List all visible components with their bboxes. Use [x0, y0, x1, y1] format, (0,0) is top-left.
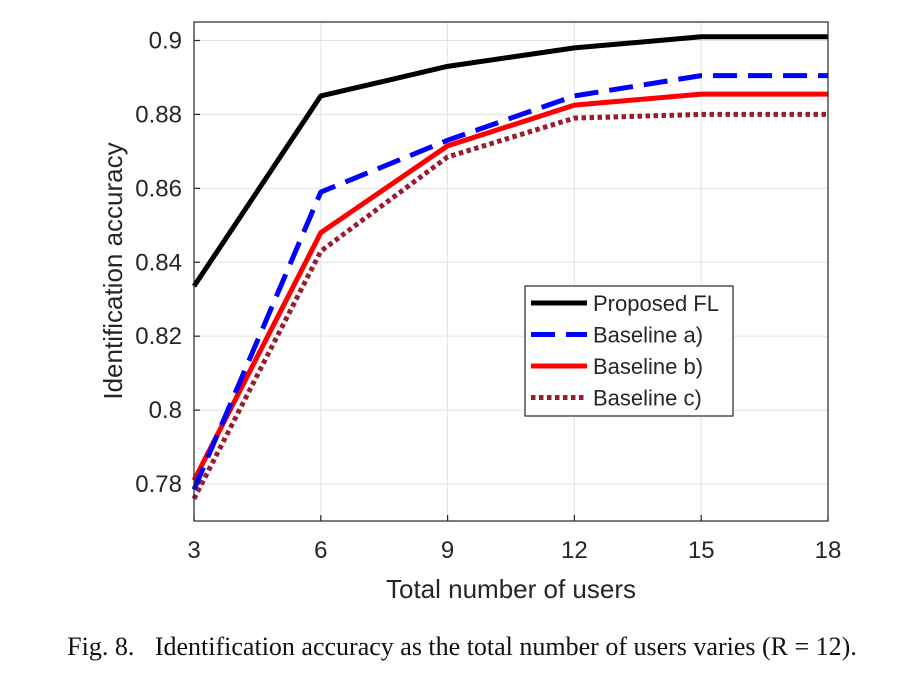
y-tick-label: 0.88 — [135, 101, 182, 128]
x-tick-label: 9 — [441, 537, 454, 564]
axis-ticks: 3 6 9 12 15 18 0.78 0.8 0.82 0.84 0.86 0.88 0.9 — [135, 27, 841, 564]
x-tick-label: 15 — [688, 537, 715, 564]
legend-label: Proposed FL — [593, 291, 719, 316]
legend-label: Baseline c) — [593, 386, 702, 411]
x-tick-label: 18 — [815, 537, 842, 564]
x-tick-label: 3 — [187, 537, 200, 564]
y-tick-label: 0.9 — [149, 27, 182, 54]
plot-frame — [194, 22, 828, 521]
x-axis-label: Total number of users — [386, 574, 636, 604]
y-tick-label: 0.82 — [135, 323, 182, 350]
series-lines — [194, 37, 828, 499]
legend: Proposed FL Baseline a) Baseline b) Baselin… — [525, 286, 733, 416]
grid-lines — [194, 22, 828, 521]
y-tick-label: 0.78 — [135, 471, 182, 498]
legend-label: Baseline b) — [593, 354, 703, 379]
figure-caption: Fig. 8. Identification accuracy as the t… — [0, 632, 924, 662]
x-tick-label: 12 — [561, 537, 588, 564]
y-axis-label: Identification accuracy — [98, 142, 128, 399]
legend-label: Baseline a) — [593, 323, 703, 348]
y-tick-label: 0.86 — [135, 175, 182, 202]
y-tick-label: 0.8 — [149, 397, 182, 424]
caption-text: Identification accuracy as the total num… — [155, 632, 857, 661]
y-tick-label: 0.84 — [135, 249, 182, 276]
caption-label: Fig. 8. — [67, 632, 134, 661]
x-tick-label: 6 — [314, 537, 327, 564]
series-line — [194, 76, 828, 490]
